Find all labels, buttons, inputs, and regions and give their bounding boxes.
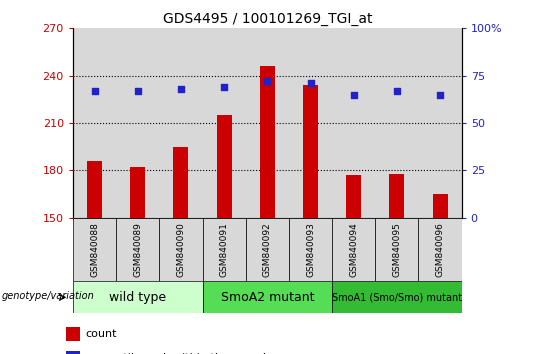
Bar [303,85,318,218]
Text: GSM840089: GSM840089 [133,222,142,277]
Bar [202,28,246,218]
Point [90,88,99,94]
Bar [332,281,462,313]
Text: GSM840090: GSM840090 [177,222,185,277]
Text: genotype/variation: genotype/variation [2,291,94,301]
Bar [202,281,332,313]
Point [393,88,401,94]
Text: SmoA1 (Smo/Smo) mutant: SmoA1 (Smo/Smo) mutant [332,292,462,302]
Bar [289,28,332,218]
Text: GSM840091: GSM840091 [220,222,228,277]
Text: GSM840094: GSM840094 [349,222,358,277]
Bar [87,161,102,218]
Point [263,79,272,84]
Bar [73,218,116,281]
Text: GSM840092: GSM840092 [263,222,272,277]
Bar [246,218,289,281]
Bar [202,218,246,281]
Bar [389,173,404,218]
Bar [246,28,289,218]
Bar [260,66,275,218]
Text: count: count [85,329,117,339]
Bar [418,28,462,218]
Bar [289,218,332,281]
Bar [159,28,202,218]
Title: GDS4495 / 100101269_TGI_at: GDS4495 / 100101269_TGI_at [163,12,372,26]
Bar [173,147,188,218]
Bar [116,218,159,281]
Text: GSM840093: GSM840093 [306,222,315,277]
Bar [375,28,418,218]
Bar [159,218,202,281]
Point [220,84,228,90]
Text: GSM840096: GSM840096 [436,222,444,277]
Text: wild type: wild type [109,291,166,304]
Bar [66,351,79,354]
Bar [332,28,375,218]
Bar [217,115,232,218]
Point [133,88,142,94]
Point [306,80,315,86]
Text: GSM840095: GSM840095 [393,222,401,277]
Bar [73,281,202,313]
Bar [66,327,79,341]
Bar [130,167,145,218]
Text: GSM840088: GSM840088 [90,222,99,277]
Text: percentile rank within the sample: percentile rank within the sample [85,353,273,354]
Bar [375,218,418,281]
Bar [418,218,462,281]
Point [177,86,185,92]
Bar [116,28,159,218]
Point [436,92,444,97]
Text: SmoA2 mutant: SmoA2 mutant [220,291,314,304]
Bar [433,194,448,218]
Point [349,92,358,97]
Bar [73,28,116,218]
Bar [332,218,375,281]
Bar [346,175,361,218]
